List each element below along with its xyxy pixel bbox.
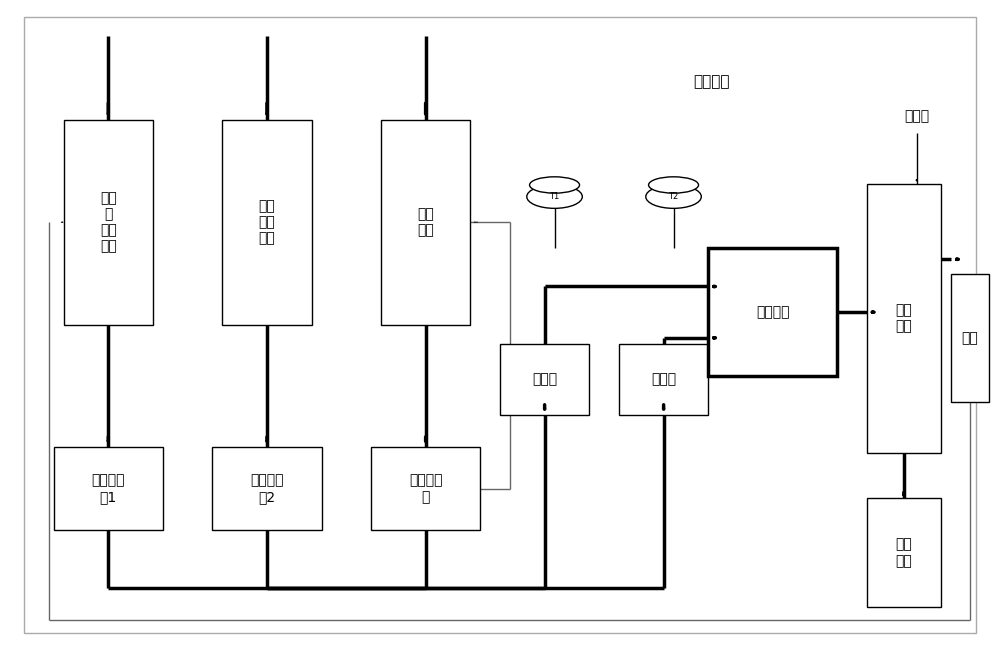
Text: 低浓
度磺
化剂: 低浓 度磺 化剂: [259, 199, 275, 246]
FancyBboxPatch shape: [500, 344, 589, 415]
Ellipse shape: [646, 185, 701, 209]
Text: 流体循环
泵: 流体循环 泵: [409, 473, 442, 504]
Text: 温度指示: 温度指示: [693, 73, 730, 88]
Text: 稳流件: 稳流件: [651, 372, 676, 387]
Ellipse shape: [649, 177, 699, 193]
Ellipse shape: [527, 185, 582, 209]
Text: 复配剂: 复配剂: [904, 109, 929, 123]
FancyBboxPatch shape: [222, 120, 312, 325]
Text: 高压输送
泵2: 高压输送 泵2: [250, 473, 284, 504]
Text: 微反应器: 微反应器: [756, 305, 789, 319]
FancyBboxPatch shape: [708, 248, 837, 376]
Text: 稳流件: 稳流件: [532, 372, 557, 387]
FancyBboxPatch shape: [54, 447, 163, 530]
FancyBboxPatch shape: [951, 274, 989, 402]
FancyBboxPatch shape: [64, 120, 153, 325]
Text: T1: T1: [549, 192, 560, 201]
Text: 精馏
分离: 精馏 分离: [896, 304, 912, 333]
Ellipse shape: [530, 177, 580, 193]
Text: 母液: 母液: [962, 331, 978, 345]
FancyBboxPatch shape: [619, 344, 708, 415]
Text: 甲苯
或
循环
母液: 甲苯 或 循环 母液: [100, 191, 117, 254]
Text: T2: T2: [668, 192, 679, 201]
FancyBboxPatch shape: [867, 184, 941, 453]
FancyBboxPatch shape: [212, 447, 322, 530]
Text: 高压输送
泵1: 高压输送 泵1: [92, 473, 125, 504]
FancyBboxPatch shape: [381, 120, 470, 325]
Text: 产物
干燥: 产物 干燥: [896, 538, 912, 568]
FancyBboxPatch shape: [371, 447, 480, 530]
FancyBboxPatch shape: [867, 499, 941, 607]
Text: 载热
流体: 载热 流体: [417, 207, 434, 237]
